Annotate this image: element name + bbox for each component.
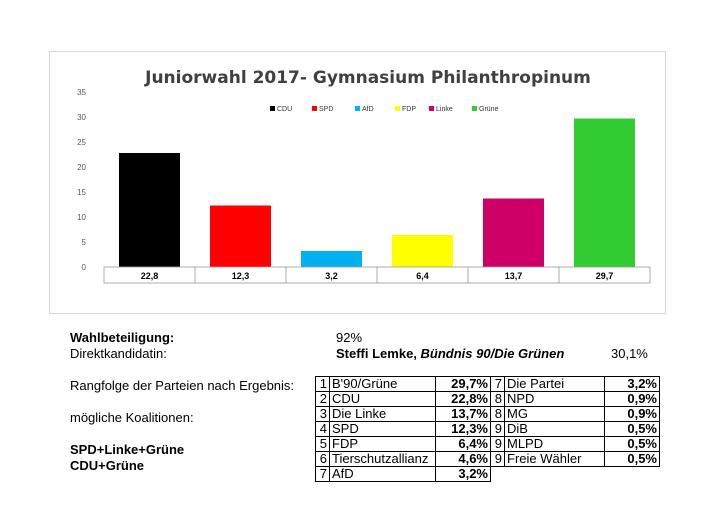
- legend-swatch: [312, 106, 317, 111]
- bar-chart: Juniorwahl 2017- Gymnasium Philanthropin…: [77, 68, 651, 284]
- legend-swatch: [270, 106, 275, 111]
- table-row: 4 SPD 12,3% 9 DiB 0,5%: [315, 421, 660, 437]
- candidate-label: Direktkandidatin:: [70, 346, 167, 361]
- legend-swatch: [429, 106, 434, 111]
- ranking-right-rank: 9: [490, 451, 505, 467]
- ranking-left-party: FDP: [329, 436, 436, 452]
- y-tick-label: 30: [77, 113, 86, 122]
- legend-entry: AfD: [362, 106, 374, 113]
- y-tick-label: 5: [82, 238, 87, 247]
- table-row: 3 Die Linke 13,7% 8 MG 0,9%: [315, 406, 660, 422]
- ranking-right-party: DiB: [504, 421, 605, 437]
- ranking-right-party: NPD: [504, 391, 605, 407]
- ranking-left-pct: 22,8%: [435, 391, 491, 407]
- y-tick-label: 20: [77, 163, 86, 172]
- ranking-left-rank: 7: [315, 466, 330, 482]
- table-row: 6 Tierschutzallianz 4,6% 9 Freie Wähler 0,5%: [315, 451, 660, 467]
- ranking-left-party: CDU: [329, 391, 436, 407]
- legend-swatch: [395, 106, 400, 111]
- candidate-pct: 30,1%: [611, 346, 648, 361]
- chart-container: Juniorwahl 2017- Gymnasium Philanthropin…: [49, 51, 666, 314]
- coalitions-label: mögliche Koalitionen:: [70, 410, 194, 425]
- y-tick-label: 10: [77, 213, 86, 222]
- y-tick-label: 25: [77, 138, 86, 147]
- turnout-value: 92%: [336, 330, 363, 345]
- bar-grüne: [574, 118, 635, 267]
- ranking-right-party: MG: [504, 406, 605, 422]
- y-tick-label: 0: [82, 263, 87, 272]
- data-label: 13,7: [505, 271, 523, 281]
- ranking-right-pct: 0,9%: [604, 391, 660, 407]
- ranking-left-rank: 2: [315, 391, 330, 407]
- table-row: 7 AfD 3,2%: [315, 466, 660, 482]
- y-tick-label: 35: [77, 88, 86, 97]
- data-label: 3,2: [325, 271, 338, 281]
- ranking-right-pct: 3,2%: [604, 376, 660, 392]
- ranking-right-pct: 0,9%: [604, 406, 660, 422]
- data-label: 6,4: [416, 271, 429, 281]
- ranking-label: Rangfolge der Parteien nach Ergebnis:: [70, 378, 295, 393]
- ranking-right-rank: 8: [490, 406, 505, 422]
- bar-afd: [301, 251, 362, 267]
- ranking-left-rank: 6: [315, 451, 330, 467]
- legend-entry: Linke: [436, 106, 453, 113]
- ranking-right-party: Die Partei: [504, 376, 605, 392]
- legend-entry: SPD: [319, 106, 333, 113]
- ranking-left-pct: 29,7%: [435, 376, 491, 392]
- legend-entry: CDU: [277, 106, 292, 113]
- ranking-left-party: Tierschutzallianz: [329, 451, 436, 467]
- ranking-left-party: AfD: [329, 466, 436, 482]
- table-row: 1 B'90/Grüne 29,7% 7 Die Partei 3,2%: [315, 376, 660, 392]
- bar-spd: [210, 205, 271, 267]
- chart-title: Juniorwahl 2017- Gymnasium Philanthropin…: [144, 68, 591, 88]
- data-label: 12,3: [232, 271, 250, 281]
- table-row: 2 CDU 22,8% 8 NPD 0,9%: [315, 391, 660, 407]
- ranking-left-pct: 3,2%: [435, 466, 491, 482]
- ranking-left-pct: 6,4%: [435, 436, 491, 452]
- legend-entry: FDP: [402, 106, 416, 113]
- ranking-right-rank: 9: [490, 421, 505, 437]
- bar-fdp: [392, 235, 453, 267]
- ranking-left-rank: 3: [315, 406, 330, 422]
- ranking-left-party: Die Linke: [329, 406, 436, 422]
- ranking-left-party: B'90/Grüne: [329, 376, 436, 392]
- ranking-right-rank: 9: [490, 436, 505, 452]
- ranking-right-rank: 8: [490, 391, 505, 407]
- ranking-right-party: MLPD: [504, 436, 605, 452]
- turnout-label: Wahlbeteiligung:: [70, 330, 175, 345]
- coalition-1: SPD+Linke+Grüne: [70, 442, 185, 457]
- candidate-party: Bündnis 90/Die Grünen: [420, 346, 565, 361]
- legend-swatch: [355, 106, 360, 111]
- ranking-left-rank: 4: [315, 421, 330, 437]
- y-tick-label: 15: [77, 188, 86, 197]
- bar-linke: [483, 198, 544, 267]
- candidate-name: Steffi Lemke,: [336, 346, 421, 361]
- ranking-right-rank: 7: [490, 376, 505, 392]
- ranking-right-pct: 0,5%: [604, 436, 660, 452]
- table-row: 5 FDP 6,4% 9 MLPD 0,5%: [315, 436, 660, 452]
- legend-swatch: [472, 106, 477, 111]
- ranking-left-pct: 4,6%: [435, 451, 491, 467]
- ranking-right-party: Freie Wähler: [504, 451, 605, 467]
- ranking-table: 1 B'90/Grüne 29,7% 7 Die Partei 3,2% 2 CDU 22,8%…: [315, 376, 660, 482]
- candidate-info: Steffi Lemke, Bündnis 90/Die Grünen: [336, 346, 564, 361]
- ranking-left-rank: 5: [315, 436, 330, 452]
- ranking-left-party: SPD: [329, 421, 436, 437]
- ranking-left-pct: 13,7%: [435, 406, 491, 422]
- coalition-2: CDU+Grüne: [70, 458, 145, 473]
- legend-entry: Grüne: [479, 106, 499, 113]
- ranking-empty-cell: [491, 467, 660, 482]
- ranking-right-pct: 0,5%: [604, 421, 660, 437]
- data-label: 29,7: [596, 271, 614, 281]
- ranking-left-pct: 12,3%: [435, 421, 491, 437]
- bar-cdu: [119, 153, 180, 267]
- ranking-left-rank: 1: [315, 376, 330, 392]
- data-label: 22,8: [141, 271, 159, 281]
- ranking-right-pct: 0,5%: [604, 451, 660, 467]
